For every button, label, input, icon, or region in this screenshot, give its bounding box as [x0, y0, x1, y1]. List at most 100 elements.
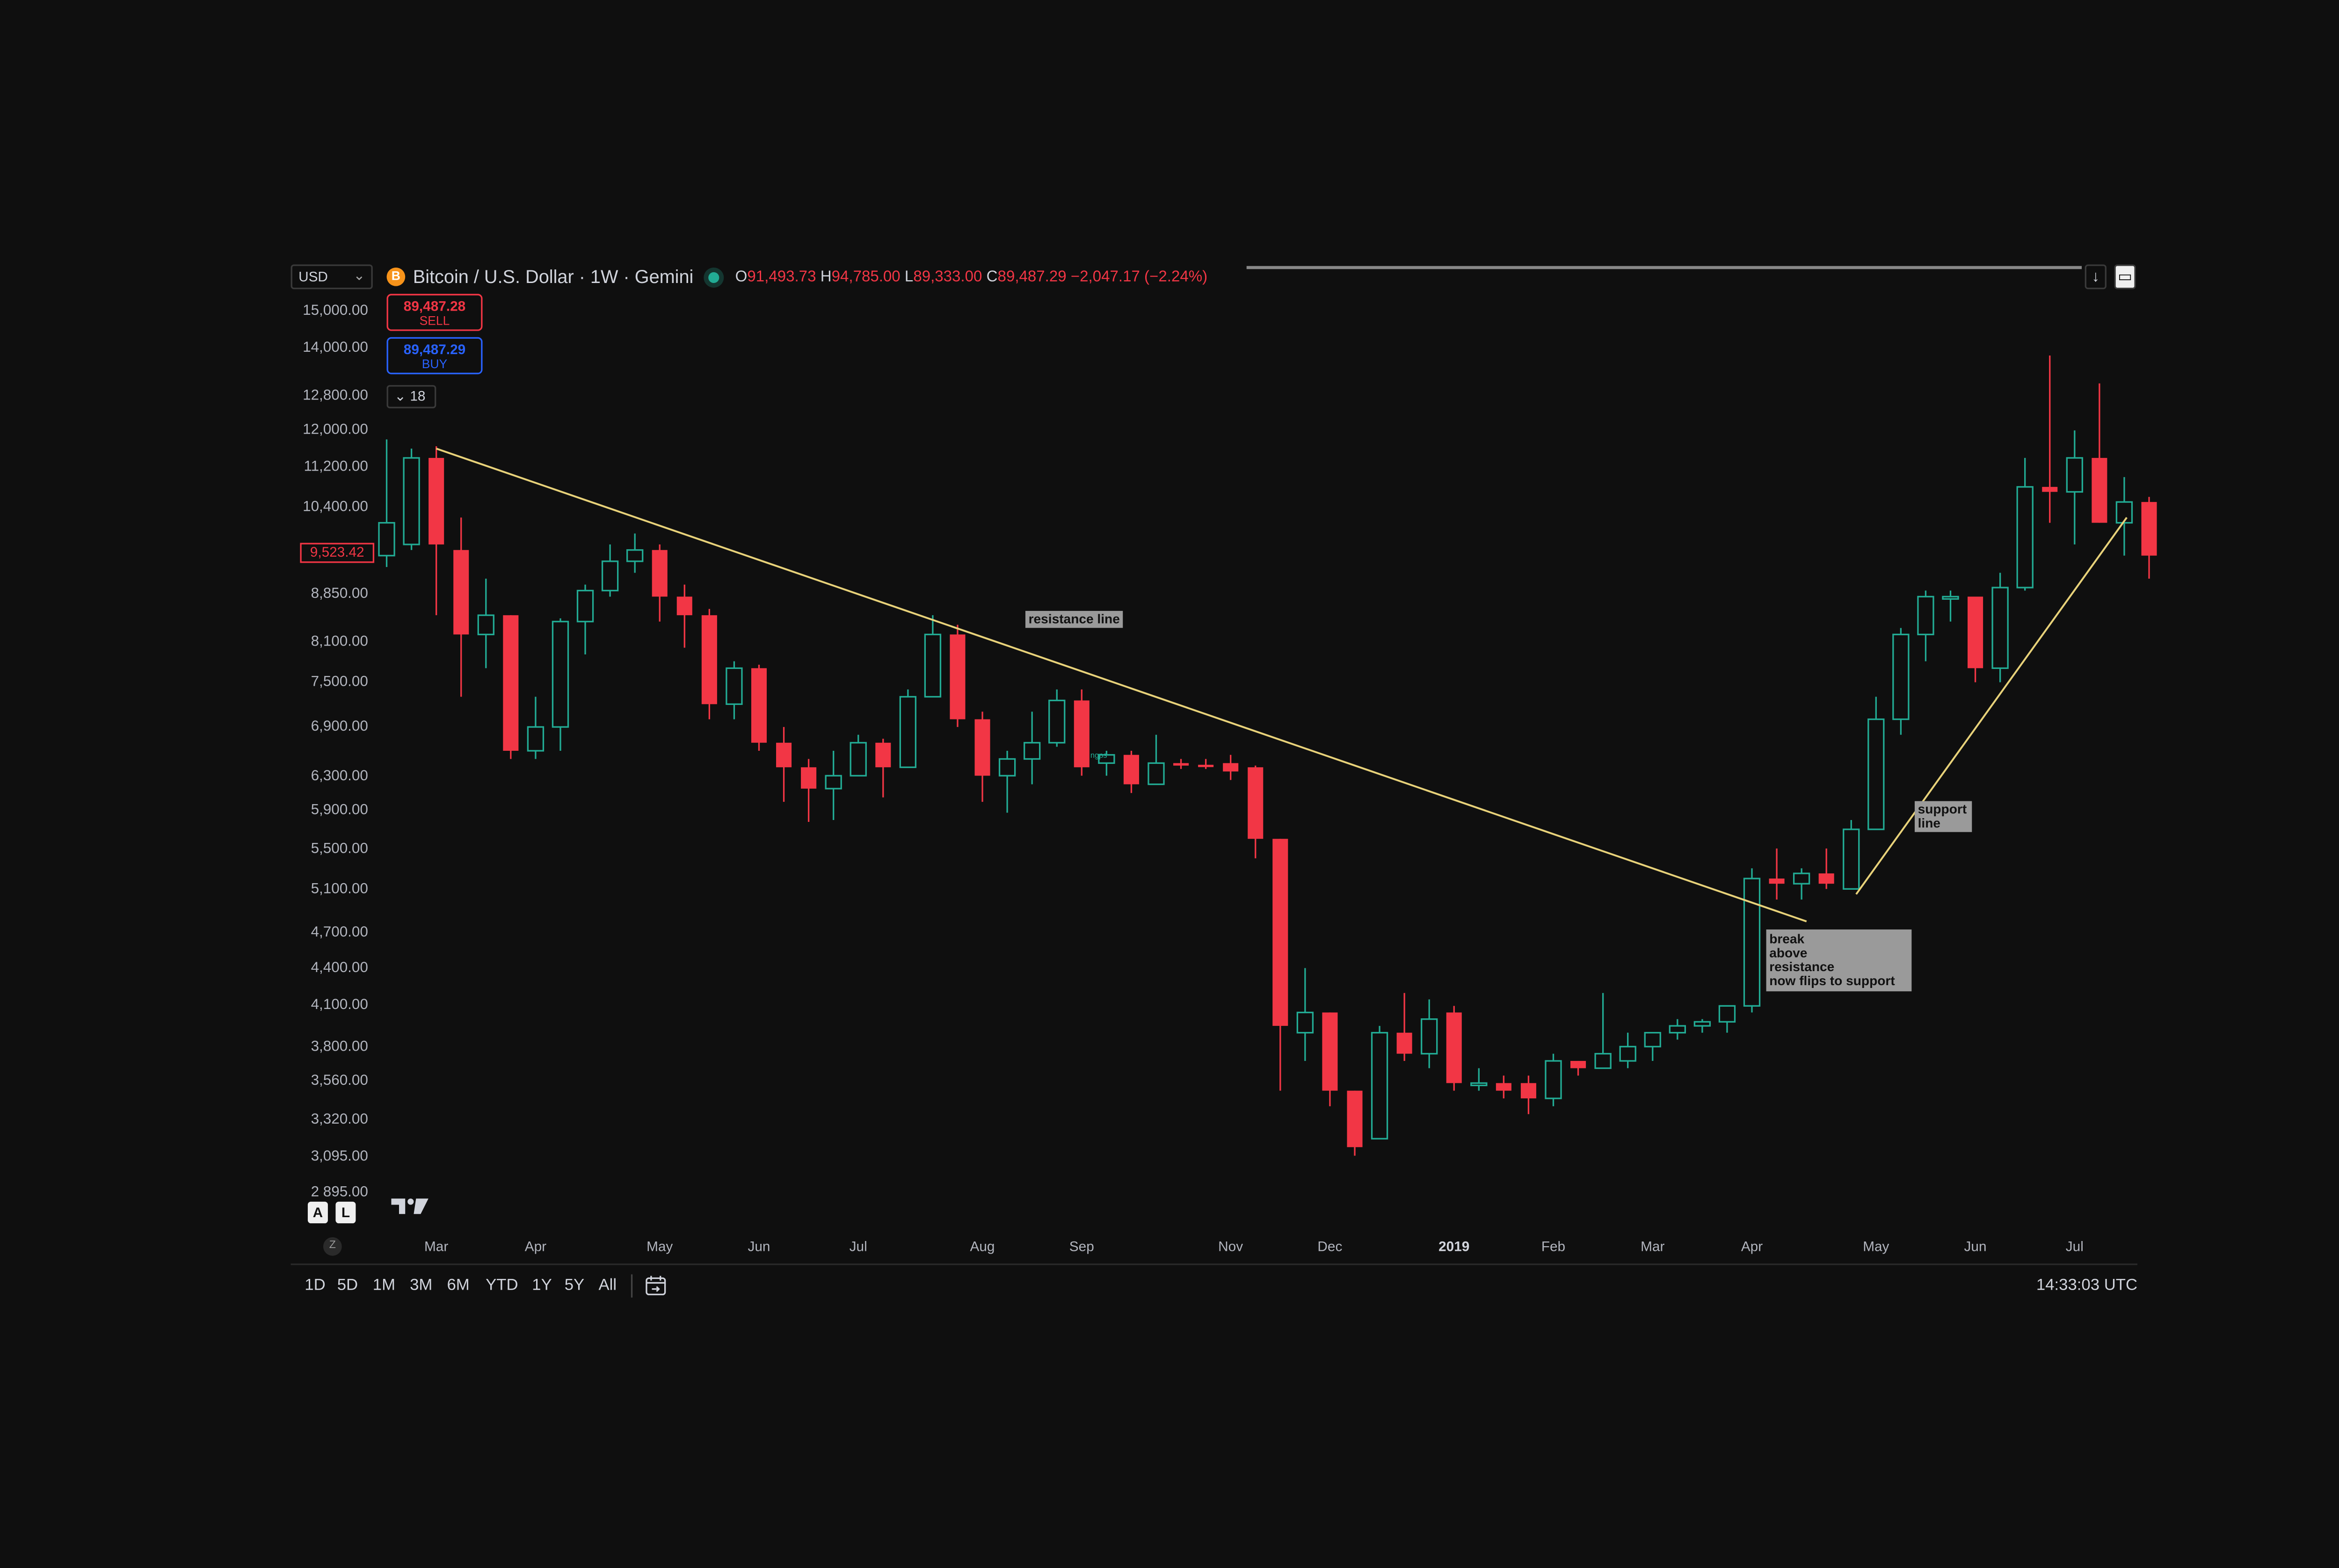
support-trendline[interactable] — [1855, 517, 2128, 895]
currency-select[interactable]: USD ⌄ — [291, 264, 373, 290]
candle[interactable] — [1669, 1019, 1686, 1040]
symbol-title[interactable]: Bitcoin / U.S. Dollar · 1W · Gemini — [413, 266, 694, 288]
zoom-reset-button[interactable]: Z — [323, 1237, 342, 1256]
range-button-1y[interactable]: 1Y — [532, 1276, 552, 1295]
candle[interactable] — [1496, 1075, 1511, 1099]
candle[interactable] — [2066, 430, 2084, 544]
candle[interactable] — [1769, 848, 1785, 900]
candle[interactable] — [1347, 1090, 1363, 1156]
candle[interactable] — [1968, 596, 1983, 682]
candle[interactable] — [1470, 1068, 1488, 1091]
candle[interactable] — [1296, 968, 1314, 1061]
break-resistance-note[interactable]: break above resistance now flips to supp… — [1766, 929, 1912, 992]
sell-button[interactable]: 89,487.28 SELL — [386, 294, 483, 331]
candle[interactable] — [503, 615, 519, 759]
candle[interactable] — [776, 727, 792, 802]
candle[interactable] — [601, 544, 619, 597]
candle[interactable] — [1421, 999, 1438, 1068]
candle[interactable] — [825, 750, 842, 820]
candle[interactable] — [1693, 1019, 1711, 1033]
utc-clock[interactable]: 14:33:03 UTC — [2036, 1276, 2138, 1295]
candle[interactable] — [477, 579, 494, 668]
range-button-ytd[interactable]: YTD — [486, 1276, 518, 1295]
range-button-6m[interactable]: 6M — [447, 1276, 470, 1295]
candle[interactable] — [453, 517, 469, 697]
candle[interactable] — [1718, 1005, 1736, 1033]
candle[interactable] — [2092, 383, 2107, 523]
candle[interactable] — [1023, 711, 1041, 784]
candle[interactable] — [1396, 993, 1412, 1061]
candle[interactable] — [1644, 1032, 1661, 1061]
candle[interactable] — [1074, 689, 1090, 776]
candle[interactable] — [899, 689, 917, 768]
candle[interactable] — [652, 544, 668, 622]
go-to-date-calendar-icon[interactable] — [645, 1274, 667, 1296]
auto-scale-button[interactable]: A — [307, 1201, 328, 1224]
candle[interactable] — [2042, 356, 2058, 523]
candle[interactable] — [1743, 868, 1761, 1013]
candle[interactable] — [1818, 848, 1834, 889]
resistance-line-label[interactable]: resistance line — [1025, 610, 1123, 628]
candle[interactable] — [576, 584, 594, 655]
candle[interactable] — [429, 446, 444, 616]
candle[interactable] — [626, 533, 644, 573]
range-button-3m[interactable]: 3M — [410, 1276, 433, 1295]
candle[interactable] — [1098, 750, 1115, 776]
range-button-5y[interactable]: 5Y — [564, 1276, 585, 1295]
candle[interactable] — [403, 448, 420, 550]
candle[interactable] — [2141, 497, 2157, 579]
candle[interactable] — [1545, 1053, 1562, 1106]
candle[interactable] — [1322, 1012, 1338, 1106]
candle[interactable] — [801, 759, 817, 822]
resistance-trendline[interactable] — [436, 448, 1807, 922]
candle[interactable] — [1520, 1075, 1536, 1114]
candle[interactable] — [1371, 1026, 1388, 1140]
candle[interactable] — [527, 697, 545, 759]
candle[interactable] — [2016, 457, 2034, 591]
log-scale-button[interactable]: L — [335, 1201, 356, 1224]
candle[interactable] — [1148, 734, 1165, 785]
candle[interactable] — [1867, 697, 1885, 830]
candle[interactable] — [924, 615, 942, 698]
candle[interactable] — [1272, 839, 1288, 1091]
candle[interactable] — [552, 618, 569, 751]
candle[interactable] — [1198, 759, 1214, 769]
candle[interactable] — [1173, 759, 1189, 769]
candle[interactable] — [1892, 628, 1910, 735]
candle[interactable] — [701, 609, 717, 719]
candle[interactable] — [751, 664, 767, 751]
candle[interactable] — [378, 439, 395, 567]
snapshot-button[interactable]: ▭ — [2114, 264, 2136, 290]
candle[interactable] — [1446, 1006, 1462, 1091]
buy-button[interactable]: 89,487.29 BUY — [386, 337, 483, 375]
candle[interactable] — [1223, 755, 1239, 780]
quantity-select[interactable]: ⌄ 18 — [386, 385, 436, 408]
candle[interactable] — [1942, 590, 1959, 622]
candle[interactable] — [1048, 689, 1066, 747]
range-button-5d[interactable]: 5D — [337, 1276, 358, 1295]
download-button[interactable]: ↓ — [2085, 264, 2107, 290]
candle[interactable] — [974, 711, 990, 802]
support-line-label[interactable]: support line — [1914, 801, 1972, 832]
range-button-all[interactable]: All — [598, 1276, 617, 1295]
candle[interactable] — [1619, 1032, 1636, 1068]
candle[interactable] — [1917, 590, 1934, 661]
candle[interactable] — [998, 750, 1016, 813]
candle[interactable] — [1843, 820, 1860, 890]
candle[interactable] — [1570, 1060, 1586, 1076]
range-button-1m[interactable]: 1M — [372, 1276, 396, 1295]
symbol-legend[interactable]: B Bitcoin / U.S. Dollar · 1W · Gemini O9… — [386, 264, 1207, 289]
candle[interactable] — [1793, 868, 1810, 900]
candle[interactable] — [1991, 573, 2009, 682]
candle[interactable] — [875, 739, 891, 798]
candle[interactable] — [676, 584, 692, 648]
candle[interactable] — [1594, 993, 1612, 1069]
candle[interactable] — [850, 734, 867, 777]
range-button-1d[interactable]: 1D — [305, 1276, 326, 1295]
candle[interactable] — [2115, 477, 2133, 556]
candle[interactable] — [950, 624, 966, 727]
candle[interactable] — [1123, 750, 1139, 793]
candle[interactable] — [1248, 765, 1264, 858]
candle[interactable] — [726, 661, 743, 719]
